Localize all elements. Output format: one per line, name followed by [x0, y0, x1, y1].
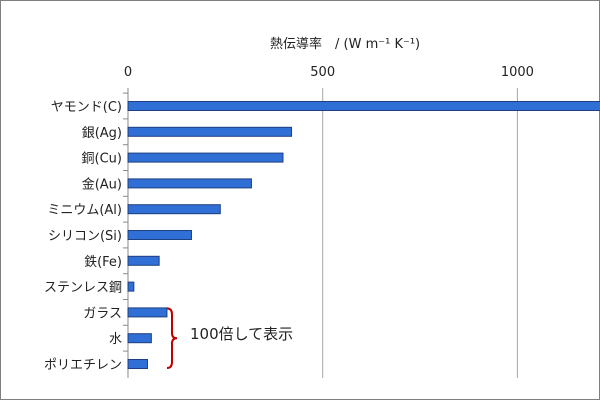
bar	[127, 359, 148, 369]
bar	[127, 333, 152, 344]
bar	[127, 126, 293, 137]
category-label: 鉄(Fe)	[84, 255, 122, 270]
annotation-layer: 100倍して表示	[166, 307, 293, 369]
category-label: ヤモンド(C)	[51, 100, 122, 115]
x-tick-label: 0	[124, 65, 132, 80]
x-tick-label: 500	[310, 65, 335, 80]
category-label: ポリエチレン	[44, 358, 122, 373]
x-tick-label: 1000	[501, 65, 534, 80]
bar	[127, 178, 252, 189]
category-label: 銅(Cu)	[82, 152, 122, 167]
category-label: シリコン(Si)	[48, 229, 122, 244]
bar	[127, 152, 284, 163]
category-label: ガラス	[83, 306, 122, 321]
bar	[127, 281, 135, 292]
bar	[127, 204, 221, 215]
bars-layer	[127, 101, 600, 369]
bar	[127, 255, 160, 266]
bar	[127, 230, 192, 240]
category-label: 水	[109, 332, 122, 347]
category-labels: ヤモンド(C) 銀(Ag) 銅(Cu) 金(Au) ミニウム(Al) シリコン(Si) 鉄(…	[44, 100, 122, 373]
bar	[127, 307, 168, 318]
chart-title: 熱伝導率 / (W m⁻¹ K⁻¹)	[270, 36, 420, 52]
x-tick-labels: 05001000150020002	[124, 65, 534, 80]
category-label: 銀(Ag)	[82, 126, 122, 141]
category-label: ステンレス鋼	[44, 281, 122, 296]
bar	[127, 101, 600, 111]
category-label: ミニウム(Al)	[47, 203, 122, 218]
annotation-label: 100倍して表示	[190, 325, 293, 343]
category-label: 金(Au)	[82, 176, 122, 192]
annotation-bracket	[166, 307, 178, 369]
